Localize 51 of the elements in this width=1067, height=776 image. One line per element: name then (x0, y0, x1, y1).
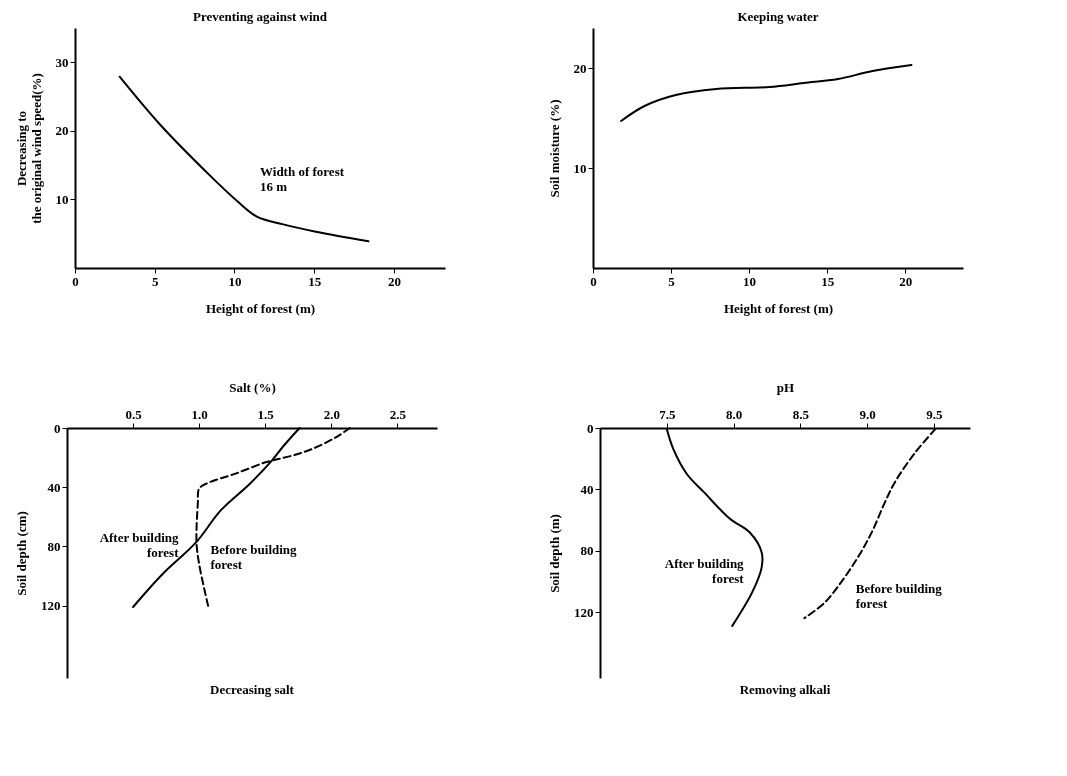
y-tick-label: 20 (573, 60, 587, 76)
x-tick-label: 9.5 (926, 406, 944, 422)
y-tick-label: 10 (55, 191, 69, 207)
x-tick-label: 1.5 (257, 406, 275, 422)
x-tick-label: 5 (151, 273, 159, 289)
x-tick-label: 8.0 (725, 406, 743, 422)
x-axis-title: Height of forest (m) (723, 300, 834, 316)
chart-title: Preventing against wind (192, 9, 328, 24)
y-tick-label: 0 (587, 420, 594, 436)
y-tick-label: 80 (47, 538, 61, 554)
line-series (118, 75, 370, 243)
y-axis-title: Soil moisture (%) (546, 99, 562, 198)
y-tick-label: 40 (580, 481, 594, 497)
x-tick-label: 10 (228, 273, 242, 289)
x-axis-title: Height of forest (m) (205, 300, 316, 316)
y-tick-label: 30 (55, 54, 69, 70)
y-tick-label: 10 (573, 160, 587, 176)
chart-title: Keeping water (737, 9, 819, 24)
x-tick-label: 15 (821, 273, 835, 289)
x-axis-title: pH (776, 379, 795, 395)
line-series (620, 64, 913, 122)
x-tick-label: 15 (308, 273, 322, 289)
x-tick-label: 9.0 (859, 406, 876, 422)
annotation: Width of forest 16 m (260, 164, 345, 194)
y-tick-label: 80 (580, 543, 594, 559)
y-tick-label: 120 (574, 604, 594, 620)
text: Removing alkali (739, 682, 831, 697)
y-tick-label: 0 (54, 420, 61, 436)
x-tick-label: 7.5 (659, 406, 676, 422)
x-tick-label: 20 (387, 273, 401, 289)
x-tick-label: 2.0 (323, 406, 340, 422)
series-label: After building forest (99, 529, 180, 560)
x-tick-label: 20 (899, 273, 913, 289)
x-tick-label: 1.0 (191, 406, 208, 422)
series-label: Before building forest (210, 541, 298, 572)
x-axis-title: Salt (%) (229, 379, 276, 395)
series-label: Before building forest (855, 581, 943, 612)
x-tick-label: 0 (72, 273, 79, 289)
x-tick-label: 5 (668, 273, 676, 289)
x-tick-label: 10 (743, 273, 757, 289)
x-tick-label: 0.5 (125, 406, 143, 422)
y-tick-label: 120 (41, 598, 61, 614)
text: Decreasing salt (210, 682, 295, 697)
y-tick-label: 40 (47, 479, 61, 495)
y-axis-title: Soil depth (cm) (14, 511, 29, 596)
series-label: After building forest (664, 555, 745, 586)
x-tick-label: 2.5 (389, 406, 407, 422)
x-tick-label: 8.5 (792, 406, 810, 422)
y-axis-title: Soil depth (m) (547, 514, 562, 593)
y-tick-label: 20 (55, 123, 69, 139)
y-axis-title: Decreasing to the original wind speed(%) (13, 73, 44, 224)
